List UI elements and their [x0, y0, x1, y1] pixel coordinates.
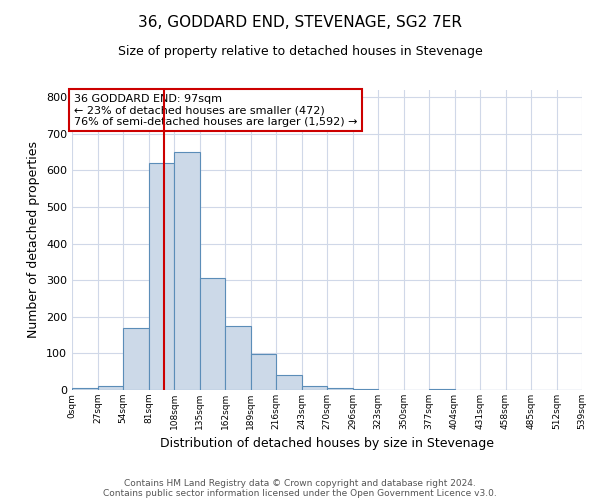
Bar — [327, 388, 353, 390]
Bar — [276, 376, 302, 390]
Bar — [97, 386, 123, 390]
X-axis label: Distribution of detached houses by size in Stevenage: Distribution of detached houses by size … — [160, 438, 494, 450]
Bar — [123, 328, 149, 390]
Text: Contains public sector information licensed under the Open Government Licence v3: Contains public sector information licen… — [103, 488, 497, 498]
Bar — [302, 386, 327, 390]
Bar — [174, 152, 199, 390]
Bar — [251, 354, 276, 390]
Bar — [199, 278, 225, 390]
Bar — [149, 163, 174, 390]
Text: Contains HM Land Registry data © Crown copyright and database right 2024.: Contains HM Land Registry data © Crown c… — [124, 478, 476, 488]
Text: 36, GODDARD END, STEVENAGE, SG2 7ER: 36, GODDARD END, STEVENAGE, SG2 7ER — [138, 15, 462, 30]
Text: 36 GODDARD END: 97sqm
← 23% of detached houses are smaller (472)
76% of semi-det: 36 GODDARD END: 97sqm ← 23% of detached … — [74, 94, 358, 127]
Bar — [225, 326, 251, 390]
Bar — [72, 388, 97, 390]
Y-axis label: Number of detached properties: Number of detached properties — [28, 142, 40, 338]
Text: Size of property relative to detached houses in Stevenage: Size of property relative to detached ho… — [118, 45, 482, 58]
